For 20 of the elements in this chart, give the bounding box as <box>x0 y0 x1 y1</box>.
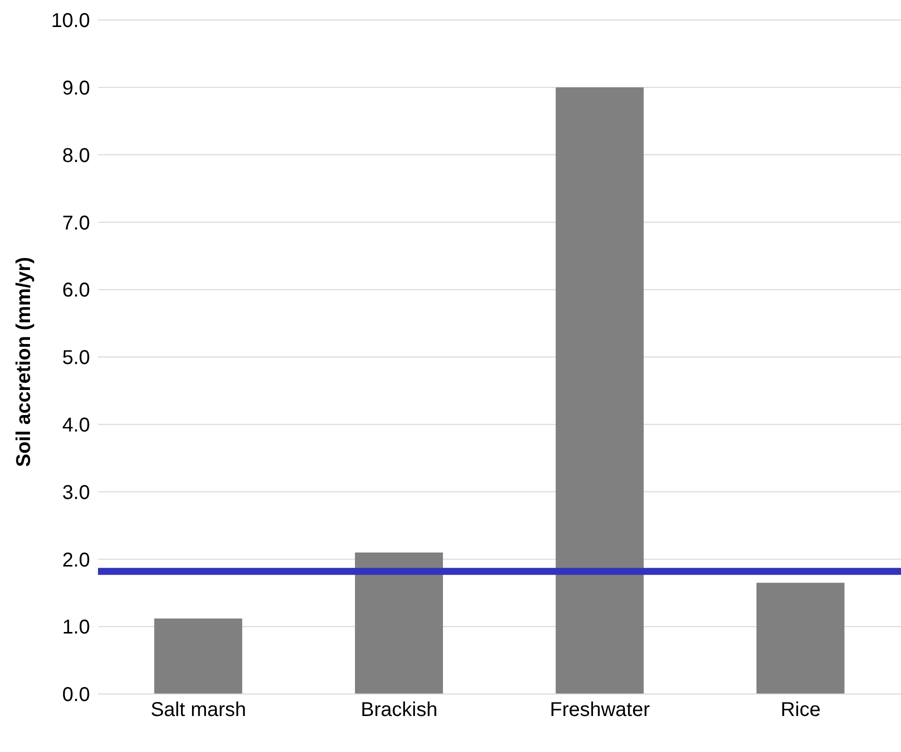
bar <box>354 552 443 694</box>
y-axis-title: Soil accretion (mm/yr) <box>13 256 36 467</box>
bar <box>154 618 242 694</box>
y-tick-label: 0.0 <box>62 684 90 706</box>
y-tick-label: 2.0 <box>62 549 90 572</box>
x-tick-label: Brackish <box>360 699 438 722</box>
bar <box>556 87 644 694</box>
y-tick-label: 5.0 <box>62 347 90 370</box>
y-tick-label: 8.0 <box>62 144 90 167</box>
y-tick-label: 7.0 <box>62 212 90 234</box>
x-tick-label: Salt marsh <box>150 699 246 722</box>
x-tick-label: Freshwater <box>550 699 650 722</box>
y-tick-label: 9.0 <box>62 78 90 100</box>
y-tick-label: 3.0 <box>62 482 90 504</box>
y-tick-label: 10.0 <box>51 10 90 32</box>
y-tick-label: 4.0 <box>62 414 90 436</box>
y-tick-label: 6.0 <box>62 280 90 302</box>
bar <box>756 582 844 694</box>
y-tick-label: 1.0 <box>62 616 90 639</box>
x-tick-label: Rice <box>780 699 821 722</box>
